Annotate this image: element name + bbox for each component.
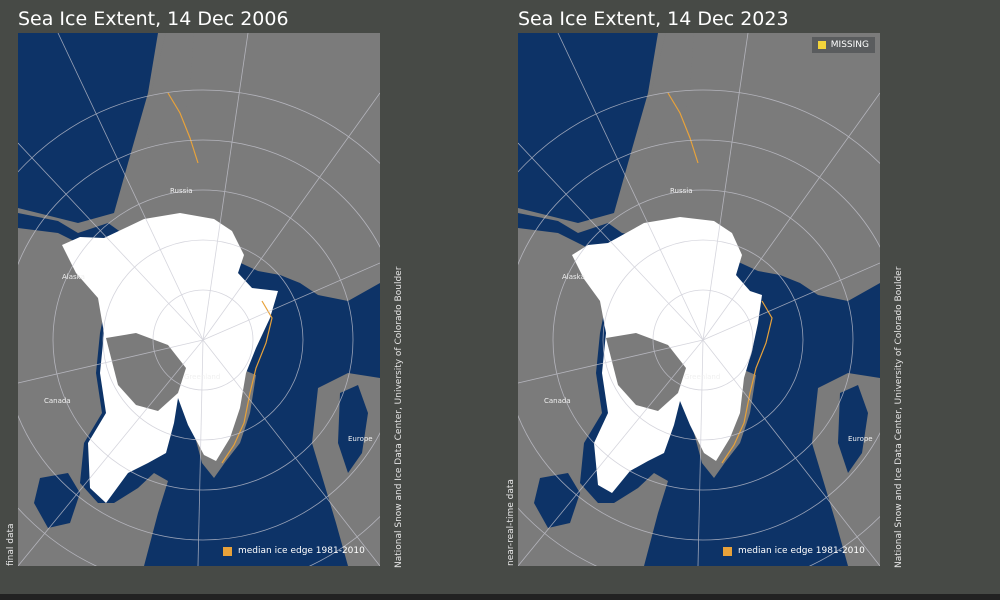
- sea-ice-map-2023: Russia Alaska Canada Greenland Europe MI…: [518, 33, 880, 566]
- median-ice-edge-2006: [167, 92, 273, 464]
- water-baltic: [338, 385, 368, 473]
- legend-median-edge-2023: median ice edge 1981-2010: [723, 546, 865, 556]
- map-graphic-2023: [518, 33, 880, 566]
- graticule: [518, 33, 880, 566]
- credit-label-2006: National Snow and Ice Data Center, Unive…: [394, 266, 404, 568]
- bottom-bar: [0, 594, 1000, 600]
- legend-missing-label: MISSING: [830, 40, 869, 50]
- place-label-canada: Canada: [544, 397, 571, 405]
- credit-label-2023: National Snow and Ice Data Center, Unive…: [894, 266, 904, 568]
- map-title-2006: Sea Ice Extent, 14 Dec 2006: [18, 8, 289, 30]
- legend-missing: MISSING: [811, 37, 875, 53]
- legend-median-edge-2006: median ice edge 1981-2010: [223, 546, 365, 556]
- place-label-europe: Europe: [348, 435, 373, 443]
- place-label-greenland: Greenland: [184, 373, 221, 381]
- missing-swatch: [817, 41, 826, 49]
- place-label-russia: Russia: [670, 187, 693, 195]
- water-hudson-bay: [534, 473, 580, 528]
- map-title-2023: Sea Ice Extent, 14 Dec 2023: [518, 8, 789, 30]
- place-label-alaska: Alaska: [62, 273, 85, 281]
- graticule: [18, 33, 380, 566]
- water-baltic: [838, 385, 868, 473]
- map-graphic-2006: [18, 33, 380, 566]
- legend-median-label: median ice edge 1981-2010: [738, 546, 865, 556]
- land-canadian-archipelago: [106, 333, 186, 411]
- data-status-label-2023: near-real-time data: [506, 479, 516, 566]
- water-north-pacific: [518, 33, 658, 223]
- sea-ice-map-2006: Russia Alaska Canada Greenland Europe me…: [18, 33, 380, 566]
- place-label-greenland: Greenland: [684, 373, 721, 381]
- median-edge-swatch: [723, 546, 732, 556]
- data-status-label-2006: final data: [6, 523, 16, 566]
- legend-median-label: median ice edge 1981-2010: [238, 546, 365, 556]
- place-label-canada: Canada: [44, 397, 71, 405]
- land-canadian-archipelago: [606, 333, 686, 411]
- place-label-europe: Europe: [848, 435, 873, 443]
- median-edge-swatch: [223, 546, 232, 556]
- water-north-pacific: [18, 33, 158, 223]
- median-ice-edge-2023: [667, 92, 773, 464]
- place-label-russia: Russia: [170, 187, 193, 195]
- place-label-alaska: Alaska: [562, 273, 585, 281]
- water-hudson-bay: [34, 473, 80, 528]
